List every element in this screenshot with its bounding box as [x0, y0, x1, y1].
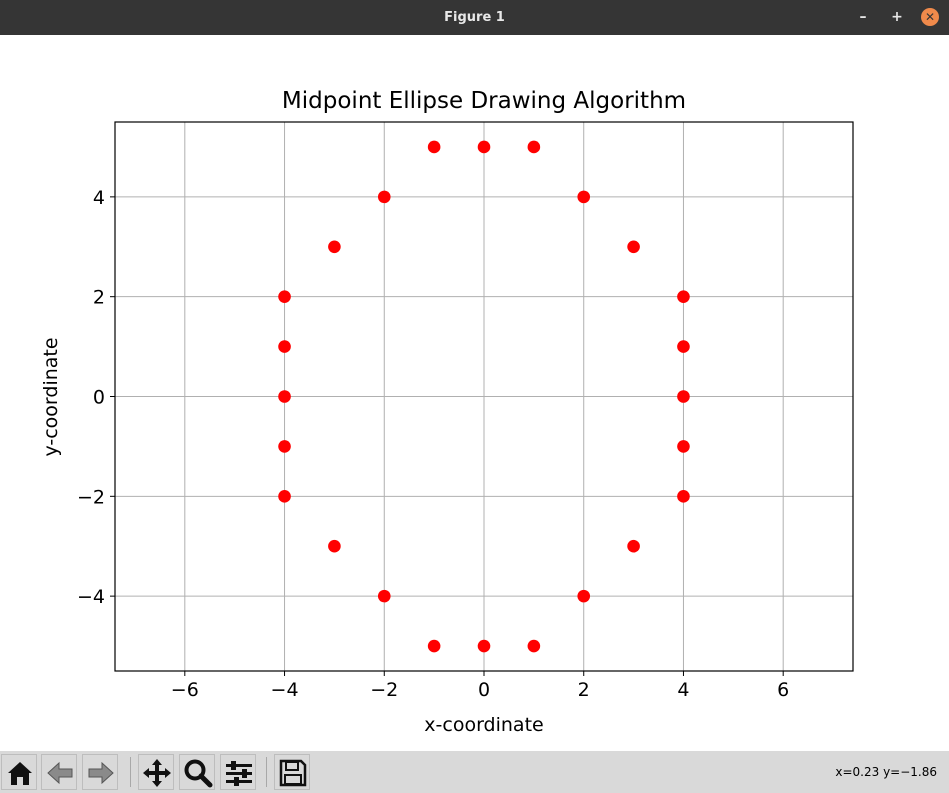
x-tick-label: −4: [271, 679, 299, 701]
data-point: [278, 340, 291, 353]
x-tick-label: 4: [677, 679, 689, 701]
chart-title: Midpoint Ellipse Drawing Algorithm: [282, 88, 686, 114]
pan-icon: [143, 759, 171, 787]
window-title: Figure 1: [444, 10, 505, 25]
y-tick-label: 4: [93, 187, 105, 209]
window-titlebar: Figure 1 – + ✕: [0, 0, 949, 35]
back-icon: [47, 761, 73, 785]
x-tick-label: 6: [777, 679, 789, 701]
data-point: [677, 440, 690, 453]
y-tick-label: −4: [77, 586, 105, 608]
data-point: [377, 589, 391, 603]
data-point: [527, 639, 541, 653]
toolbar-separator: [130, 757, 131, 787]
x-tick-label: 0: [478, 679, 490, 701]
save-icon: [279, 759, 307, 787]
navigation-toolbar: x=0.23 y=−1.86: [0, 751, 949, 793]
figure-canvas[interactable]: −6 −4 −2 0 2 4 6 −4 −2 0 2 4 Midpoint Ellipse Drawi…: [0, 35, 949, 751]
data-point: [477, 639, 491, 653]
data-point: [377, 190, 391, 204]
data-point: [477, 140, 491, 154]
cursor-coordinates: x=0.23 y=−1.86: [835, 765, 937, 779]
y-tick-label: 2: [93, 287, 105, 309]
data-point: [627, 539, 640, 553]
grid-lines: [115, 122, 853, 671]
home-icon: [8, 762, 32, 785]
data-point: [427, 639, 441, 653]
data-point: [677, 340, 690, 353]
x-tick-label: −6: [171, 679, 199, 701]
axis-ticks: −6 −4 −2 0 2 4 6 −4 −2 0 2 4: [77, 187, 789, 701]
x-axis-label: x-coordinate: [424, 714, 543, 736]
data-point: [278, 440, 291, 453]
chart: −6 −4 −2 0 2 4 6 −4 −2 0 2 4 Midpoint Ellipse Drawi…: [40, 88, 854, 736]
configure-subplots-icon: [226, 761, 252, 786]
minimize-button[interactable]: –: [859, 9, 867, 25]
y-tick-label: 0: [93, 387, 105, 409]
y-axis-label: y-coordinate: [40, 337, 62, 456]
maximize-button[interactable]: +: [891, 9, 903, 25]
data-points: [278, 140, 690, 653]
zoom-icon: [184, 759, 213, 788]
data-point: [328, 539, 341, 553]
data-point: [427, 140, 441, 154]
data-point: [278, 390, 291, 403]
data-point: [328, 240, 341, 254]
data-point: [677, 390, 690, 403]
configure-subplots-button[interactable]: [220, 754, 256, 790]
save-button[interactable]: [274, 754, 310, 790]
data-point: [677, 490, 690, 503]
back-button[interactable]: [41, 754, 77, 790]
zoom-button[interactable]: [179, 754, 215, 790]
forward-button[interactable]: [82, 754, 118, 790]
x-tick-label: 2: [578, 679, 590, 701]
home-button[interactable]: [1, 754, 37, 790]
data-point: [278, 290, 291, 303]
x-tick-label: −2: [370, 679, 398, 701]
close-button[interactable]: ✕: [921, 8, 939, 26]
data-point: [278, 490, 291, 503]
y-tick-label: −2: [77, 486, 105, 508]
pan-button[interactable]: [138, 754, 174, 790]
toolbar-separator: [266, 757, 267, 787]
data-point: [577, 589, 591, 603]
data-point: [527, 140, 541, 154]
data-point: [577, 190, 591, 204]
data-point: [677, 290, 690, 303]
data-point: [627, 240, 640, 254]
forward-icon: [88, 761, 114, 785]
